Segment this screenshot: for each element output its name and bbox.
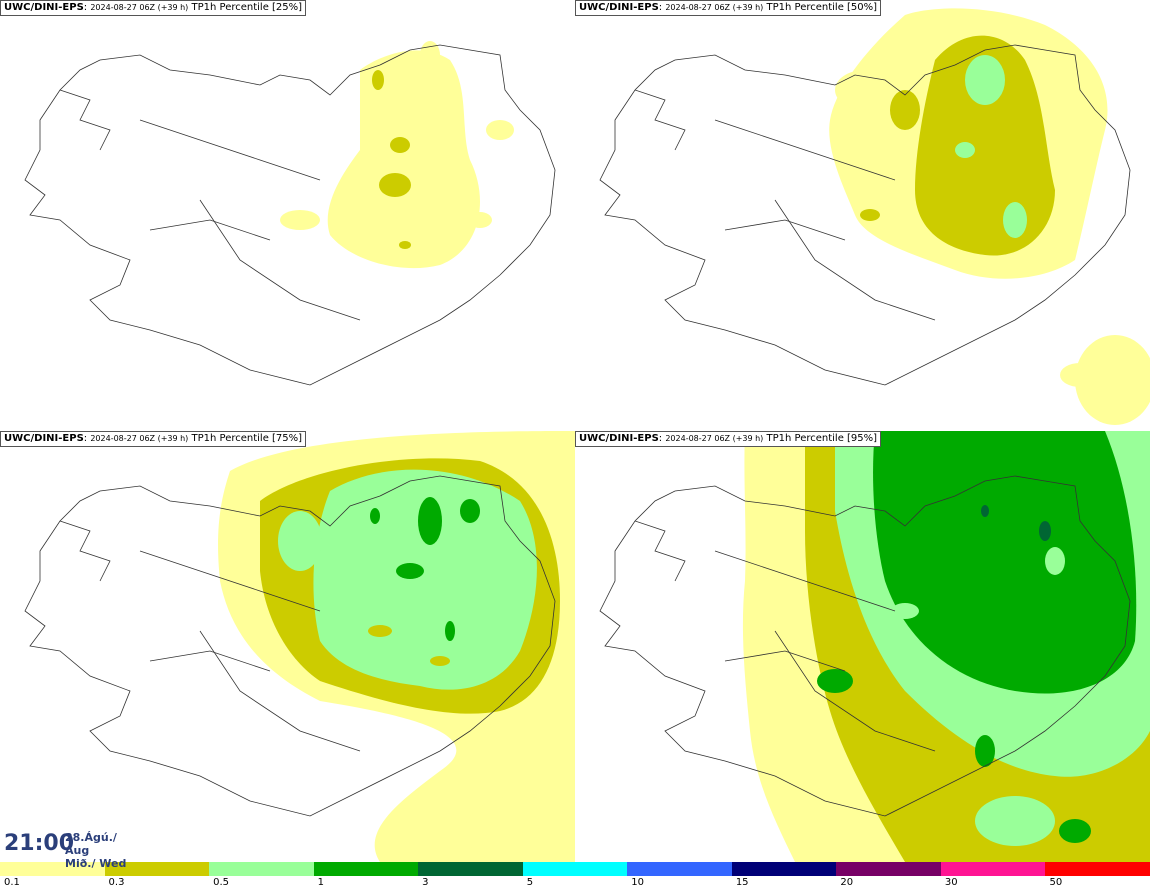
legend-label: 1 — [317, 877, 324, 888]
map-panel-p50: UWC/DINI-EPS: 2024-08-27 06Z (+39 h) TP1… — [575, 0, 1150, 431]
coastline — [599, 44, 1131, 386]
legend-swatch — [627, 862, 733, 876]
valid-date: 28.Ágú./ Aug Mið./ Wed — [65, 831, 127, 870]
legend-label: 0.1 — [4, 877, 20, 888]
legend-swatch — [313, 862, 419, 876]
legend-label: 3 — [422, 877, 429, 888]
panel-title: UWC/DINI-EPS: 2024-08-27 06Z (+39 h) TP1… — [0, 0, 307, 16]
precip-map-p95 — [599, 431, 1150, 862]
legend-label: 15 — [735, 877, 749, 888]
legend-labels: 0.1 0.3 0.5 1 3 5 10 15 20 30 50 — [0, 876, 1150, 891]
valid-time: 21:00 — [4, 831, 75, 856]
legend-swatch — [0, 862, 106, 876]
precip-map-p75 — [24, 431, 575, 862]
color-legend — [0, 862, 1150, 876]
precip-map-p25 — [24, 41, 556, 386]
precip-field — [742, 431, 1150, 862]
legend-swatch — [940, 862, 1046, 876]
panel-title: UWC/DINI-EPS: 2024-08-27 06Z (+39 h) TP1… — [575, 431, 882, 447]
coastline — [24, 44, 556, 386]
legend-label: 50 — [1049, 877, 1063, 888]
legend-label: 0.3 — [108, 877, 125, 888]
precip-field — [218, 431, 575, 862]
legend-swatch — [1045, 862, 1150, 876]
legend-swatch — [522, 862, 628, 876]
panel-title: UWC/DINI-EPS: 2024-08-27 06Z (+39 h) TP1… — [0, 431, 307, 447]
legend-swatch — [104, 862, 210, 876]
map-panel-p25: UWC/DINI-EPS: 2024-08-27 06Z (+39 h) TP1… — [0, 0, 575, 431]
legend-swatch — [836, 862, 942, 876]
legend-label: 20 — [840, 877, 854, 888]
legend-label: 10 — [631, 877, 644, 888]
coastline — [599, 475, 1131, 817]
map-panel-p75: UWC/DINI-EPS: 2024-08-27 06Z (+39 h) TP1… — [0, 431, 575, 862]
legend-label: 5 — [526, 877, 534, 888]
legend-swatch — [731, 862, 837, 876]
legend-label: 30 — [944, 877, 958, 888]
precip-map-p50 — [599, 8, 1150, 425]
panel-title: UWC/DINI-EPS: 2024-08-27 06Z (+39 h) TP1… — [575, 0, 882, 16]
map-panel-p95: UWC/DINI-EPS: 2024-08-27 06Z (+39 h) TP1… — [575, 431, 1150, 862]
legend-swatch — [418, 862, 524, 876]
precip-field — [829, 8, 1150, 425]
precip-field — [280, 41, 514, 269]
coastline — [24, 475, 556, 817]
valid-time-box: 21:00 28.Ágú./ Aug Mið./ Wed — [0, 828, 140, 870]
legend-swatch — [209, 862, 315, 876]
legend-label: 0.5 — [213, 877, 229, 888]
